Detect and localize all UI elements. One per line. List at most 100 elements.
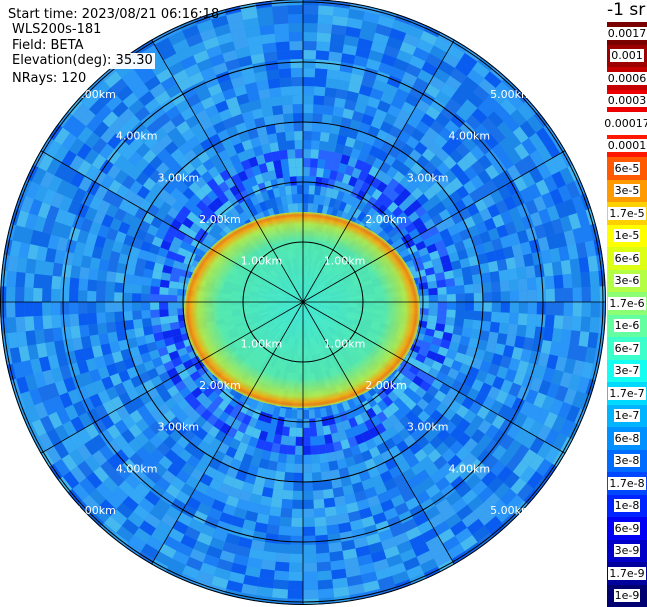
range-bin bbox=[214, 23, 231, 37]
range-bin bbox=[114, 311, 124, 322]
range-bin bbox=[491, 281, 501, 293]
range-bin bbox=[347, 464, 359, 476]
range-bin bbox=[559, 215, 573, 233]
range-bin bbox=[176, 542, 194, 557]
range-bin bbox=[61, 326, 72, 340]
range-bin bbox=[418, 282, 429, 290]
range-bin bbox=[177, 295, 187, 302]
range-bin bbox=[263, 542, 278, 553]
range-bin bbox=[70, 325, 81, 339]
range-bin bbox=[496, 333, 508, 345]
range-bin bbox=[461, 266, 472, 277]
range-bin bbox=[449, 177, 464, 191]
range-bin bbox=[350, 147, 362, 160]
range-bin bbox=[168, 287, 178, 296]
range-bin bbox=[229, 134, 242, 146]
range-bin bbox=[474, 243, 486, 256]
range-bin bbox=[434, 353, 446, 365]
range-bin bbox=[77, 126, 94, 144]
range-bin bbox=[295, 158, 303, 168]
range-bin bbox=[533, 392, 547, 409]
range-bin bbox=[396, 49, 413, 64]
range-bin bbox=[312, 203, 319, 214]
range-bin bbox=[403, 156, 417, 170]
range-bin bbox=[162, 330, 173, 340]
range-bin bbox=[381, 418, 393, 431]
range-bin bbox=[142, 426, 156, 441]
range-bin bbox=[536, 424, 552, 442]
range-bin bbox=[265, 124, 277, 135]
range-bin bbox=[161, 120, 176, 135]
range-bin bbox=[270, 497, 283, 508]
range-bin bbox=[316, 426, 325, 437]
range-bin bbox=[190, 122, 204, 136]
range-bin bbox=[433, 37, 452, 53]
range-bin bbox=[287, 0, 303, 6]
range-bin bbox=[274, 470, 286, 481]
range-bin bbox=[350, 406, 361, 418]
range-bin bbox=[468, 337, 480, 349]
range-bin bbox=[266, 524, 280, 535]
range-bin bbox=[423, 416, 437, 430]
range-bin bbox=[455, 404, 470, 419]
range-bin bbox=[15, 286, 25, 302]
range-bin bbox=[337, 162, 348, 174]
range-bin bbox=[100, 174, 115, 190]
range-bin bbox=[91, 153, 107, 170]
range-bin bbox=[318, 588, 334, 599]
range-bin bbox=[506, 148, 522, 165]
range-bin bbox=[501, 512, 520, 530]
range-bin bbox=[135, 418, 150, 433]
range-bin bbox=[514, 159, 529, 176]
range-bin bbox=[114, 139, 130, 155]
range-bin bbox=[474, 348, 486, 361]
range-bin bbox=[443, 270, 455, 280]
range-bin bbox=[397, 365, 409, 377]
range-bin bbox=[459, 363, 471, 376]
range-bin bbox=[399, 41, 417, 56]
range-bin bbox=[245, 406, 256, 418]
range-bin bbox=[325, 515, 339, 526]
range-bin bbox=[317, 204, 324, 214]
range-bin bbox=[489, 64, 508, 82]
range-bin bbox=[33, 302, 43, 317]
range-bin bbox=[180, 107, 195, 121]
range-bin bbox=[256, 513, 270, 525]
range-bin bbox=[254, 117, 266, 129]
range-bin bbox=[273, 114, 285, 125]
range-bin bbox=[224, 415, 236, 427]
range-bin bbox=[416, 223, 428, 235]
range-bin bbox=[303, 158, 311, 168]
range-bin bbox=[104, 516, 122, 533]
legend-label: 1e-9 bbox=[613, 589, 641, 603]
range-bin bbox=[354, 178, 365, 190]
range-bin bbox=[380, 53, 397, 67]
range-bin bbox=[463, 437, 478, 453]
range-bin bbox=[29, 388, 43, 406]
range-bin bbox=[313, 95, 325, 106]
range-bin bbox=[235, 181, 246, 193]
range-bin bbox=[527, 183, 542, 200]
range-bin bbox=[344, 99, 357, 111]
range-bin bbox=[326, 142, 337, 153]
range-bin bbox=[297, 203, 303, 213]
range-bin bbox=[477, 169, 492, 185]
range-bin bbox=[477, 154, 493, 170]
range-bin bbox=[224, 211, 235, 222]
range-bin bbox=[226, 125, 239, 138]
range-bin bbox=[567, 344, 579, 360]
range-bin bbox=[428, 302, 438, 310]
range-bin bbox=[260, 559, 276, 571]
range-bin bbox=[474, 123, 491, 140]
range-bin bbox=[34, 184, 49, 202]
range-bin bbox=[233, 162, 245, 174]
range-bin bbox=[177, 288, 187, 296]
range-bin bbox=[445, 278, 456, 287]
range-bin bbox=[331, 478, 343, 489]
range-bin bbox=[334, 97, 346, 109]
range-bin bbox=[410, 392, 422, 405]
range-bin bbox=[487, 203, 501, 218]
range-bin bbox=[317, 570, 333, 581]
range-bin bbox=[132, 284, 142, 294]
range-bin bbox=[60, 302, 70, 315]
